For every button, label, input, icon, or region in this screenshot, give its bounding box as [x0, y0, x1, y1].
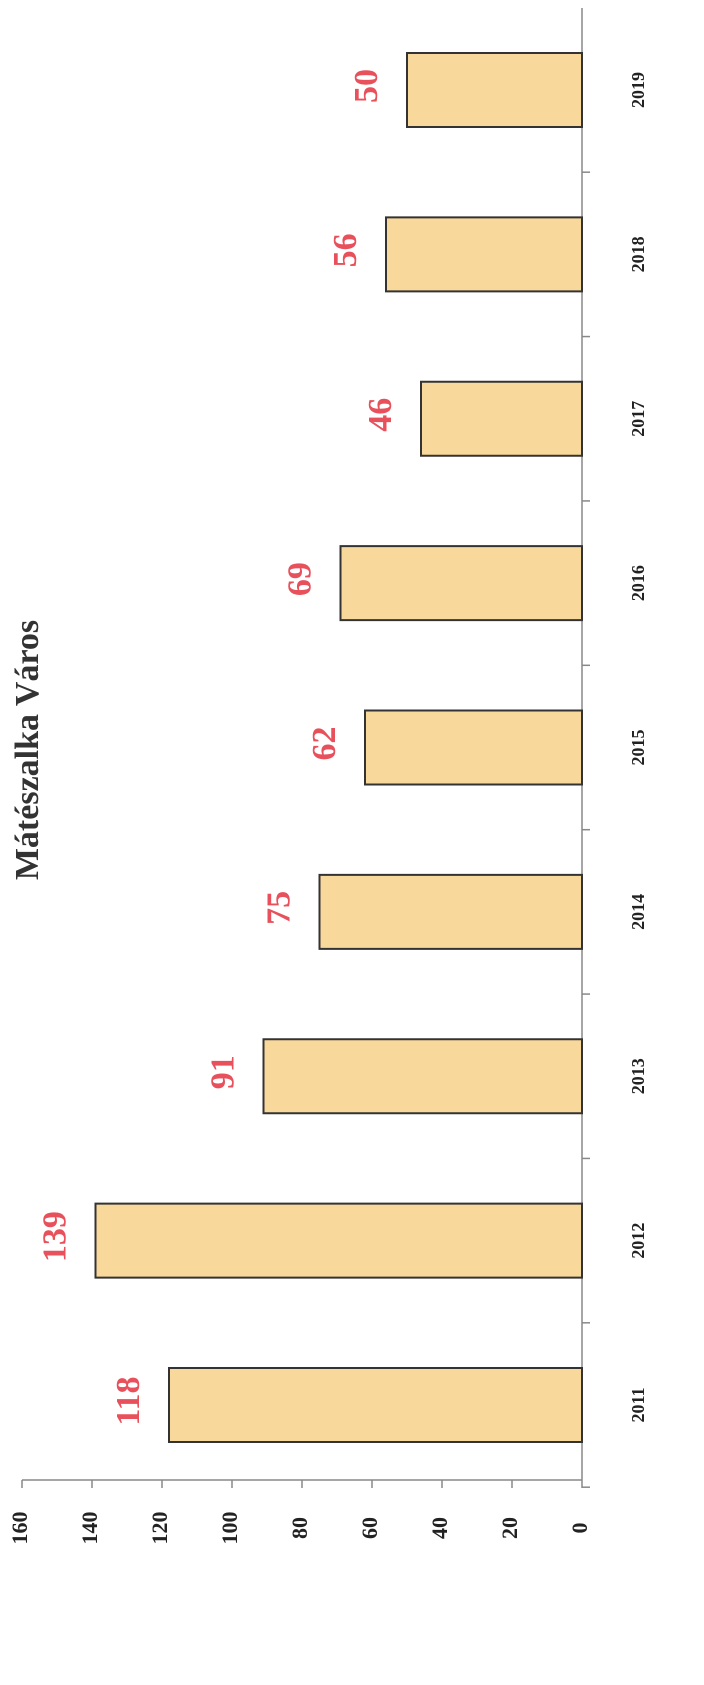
x-tick-label: 2013: [628, 1058, 648, 1094]
x-tick-label: 2016: [628, 565, 648, 601]
bar: [318, 873, 583, 950]
value-label: 46: [362, 398, 399, 432]
y-tick-label: 20: [497, 1517, 522, 1539]
value-label: 91: [204, 1055, 241, 1089]
value-label: 62: [306, 727, 343, 761]
x-tick-label: 2019: [628, 72, 648, 108]
x-tick-label: 2011: [628, 1387, 648, 1422]
value-label: 56: [327, 233, 364, 267]
x-tick-label: 2018: [628, 236, 648, 272]
chart-title: Mátészalka Város: [9, 620, 46, 880]
value-label: 139: [36, 1211, 73, 1262]
y-tick-label: 0: [567, 1523, 592, 1534]
bar: [420, 380, 583, 457]
value-label: 75: [260, 891, 297, 925]
bar: [406, 52, 583, 128]
value-label: 50: [348, 69, 385, 103]
value-label: 69: [281, 562, 318, 596]
bar: [385, 216, 583, 293]
bar: [168, 1367, 583, 1443]
y-tick-label: 40: [427, 1517, 452, 1539]
y-tick-label: 80: [287, 1517, 312, 1539]
x-tick-label: 2014: [628, 894, 648, 930]
y-tick-label: 60: [357, 1517, 382, 1539]
x-tick-label: 2012: [628, 1223, 648, 1259]
x-tick-label: 2017: [628, 401, 648, 437]
value-label: 118: [110, 1376, 147, 1425]
x-tick-label: 2015: [628, 730, 648, 766]
y-tick-label: 160: [7, 1512, 32, 1545]
bar: [364, 709, 583, 786]
y-tick-label: 100: [217, 1512, 242, 1545]
y-tick-label: 120: [147, 1512, 172, 1545]
bar: [262, 1038, 583, 1115]
bar: [94, 1202, 583, 1279]
bar: [339, 545, 583, 622]
y-tick-label: 140: [77, 1512, 102, 1545]
